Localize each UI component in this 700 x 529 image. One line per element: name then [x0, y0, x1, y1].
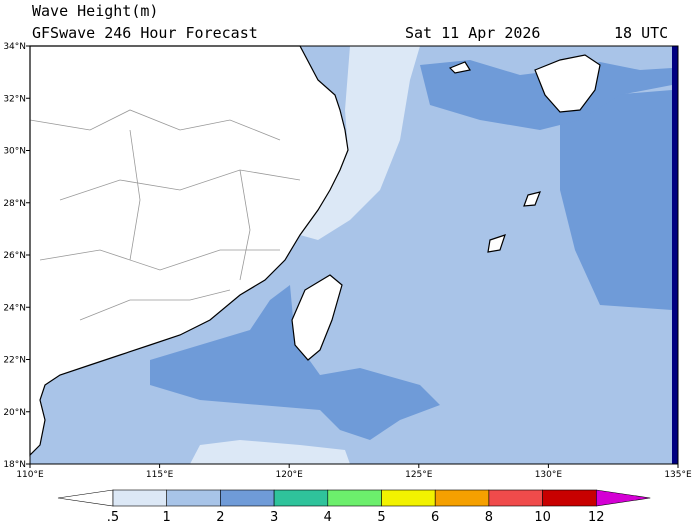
- high-area: [560, 90, 672, 310]
- lat-label: 18°N: [3, 460, 26, 470]
- lat-label: 28°N: [3, 199, 26, 209]
- title: Wave Height(m): [32, 2, 158, 20]
- lon-label: 120°E: [276, 470, 304, 480]
- lon-label: 110°E: [16, 470, 44, 480]
- lat-label: 32°N: [3, 94, 26, 104]
- lat-label: 22°N: [3, 356, 26, 366]
- colorbar-cell: [488, 489, 543, 507]
- colorbar-label: 2: [216, 510, 224, 525]
- kyushu: [534, 54, 601, 113]
- colorbar-cell: [112, 489, 168, 507]
- colorbar-cell: [381, 489, 436, 507]
- date: Sat 11 Apr 2026: [405, 24, 540, 42]
- colorbar: .5 1 2 3 4 5 6 8 10 12: [57, 489, 651, 525]
- colorbar-label: 6: [431, 510, 439, 525]
- colorbar-label: 1: [163, 510, 171, 525]
- colorbar-label: 10: [534, 510, 551, 525]
- colorbar-cell: [434, 489, 490, 507]
- time: 18 UTC: [614, 24, 668, 42]
- taiwan: [291, 274, 343, 361]
- lat-label: 34°N: [3, 42, 26, 52]
- lon-label: 135°E: [664, 470, 692, 480]
- high-area: [150, 285, 440, 440]
- lon-label: 130°E: [535, 470, 563, 480]
- colorbar-cell: [542, 489, 597, 507]
- colorbar-label: 8: [485, 510, 493, 525]
- colorbar-arrow: [596, 489, 651, 507]
- lat-label: 26°N: [3, 251, 26, 261]
- colorbar-cell: [273, 489, 329, 507]
- colorbar-label: 12: [588, 510, 605, 525]
- colorbar-cell: [220, 489, 275, 507]
- lat-label: 24°N: [3, 303, 26, 313]
- light-area: [300, 46, 420, 240]
- lon-label: 125°E: [405, 470, 433, 480]
- mainland: [29, 45, 349, 457]
- islands: [448, 61, 541, 253]
- colorbar-cell: [327, 489, 382, 507]
- colorbar-label: .5: [107, 510, 119, 525]
- axes: 34°N 32°N 30°N 28°N 26°N 24°N 22°N 20°N 18°N110°…: [3, 42, 692, 480]
- lat-label: 20°N: [3, 408, 26, 418]
- subtitle: GFSwave 246 Hour Forecast: [32, 24, 258, 42]
- colorbar-label: 5: [377, 510, 385, 525]
- lon-label: 115°E: [146, 470, 174, 480]
- light-area: [190, 440, 350, 464]
- lat-label: 30°N: [3, 147, 26, 157]
- borders: [29, 109, 301, 321]
- colorbar-arrow: [57, 489, 114, 507]
- colorbar-label: 3: [270, 510, 278, 525]
- edge: [672, 46, 678, 464]
- colorbar-label: 4: [324, 510, 332, 525]
- colorbar-cell: [166, 489, 221, 507]
- map: [29, 45, 679, 465]
